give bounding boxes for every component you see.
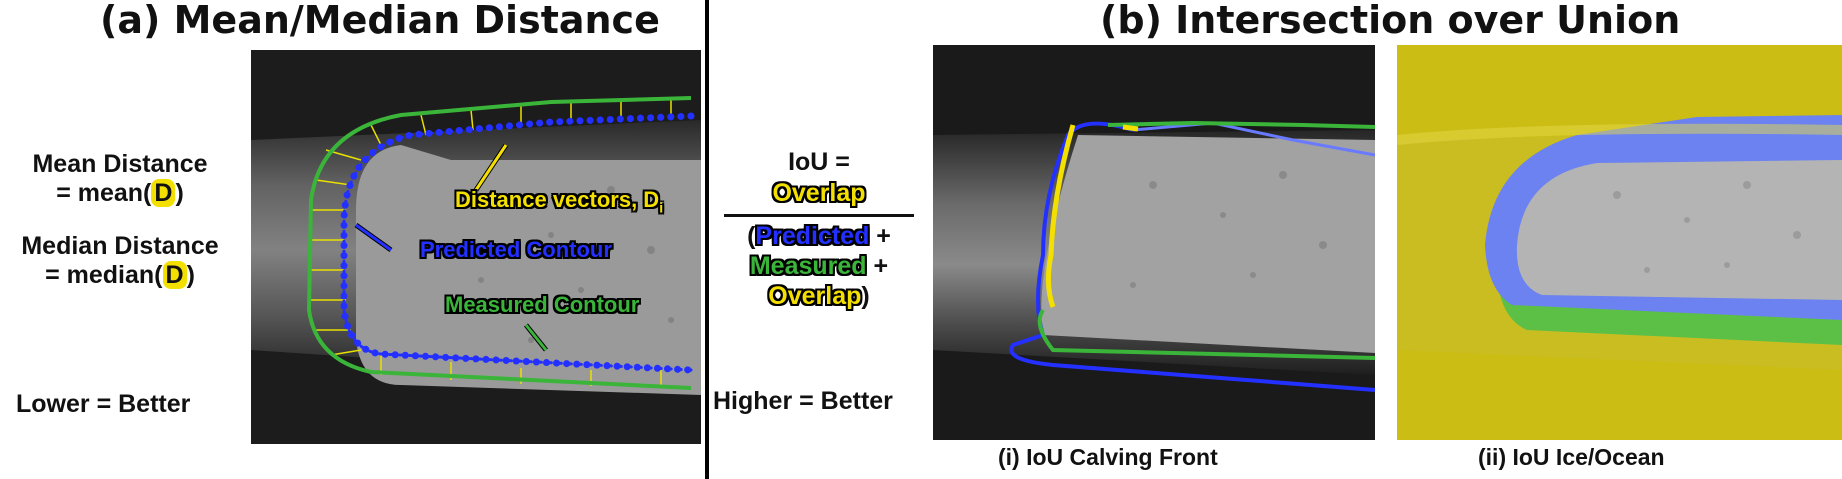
annotation-distance-vectors-text: Distance vectors, D bbox=[455, 187, 660, 212]
iou-den-open: ( bbox=[747, 222, 756, 250]
annotation-predicted-contour: Predicted Contour bbox=[420, 237, 612, 262]
overlap-front-top bbox=[1122, 124, 1139, 132]
glow-top bbox=[1397, 123, 1842, 145]
iou-formula: IoU = Overlap (Predicted + Measured + Ov… bbox=[708, 148, 930, 311]
median-distance-title: Median Distance bbox=[21, 232, 219, 260]
median-formula: = median(D) bbox=[0, 261, 240, 290]
iou-den-predicted: Predicted bbox=[755, 222, 870, 250]
distance-image bbox=[251, 50, 701, 444]
median-formula-prefix: = median( bbox=[45, 261, 163, 289]
iou-den-plus-1: + bbox=[869, 222, 891, 250]
distance-image-svg bbox=[251, 50, 701, 444]
mean-formula: = mean(D) bbox=[0, 179, 240, 208]
mean-distance-title: Mean Distance bbox=[32, 150, 208, 178]
iou-label: IoU = bbox=[788, 148, 850, 176]
iou-ice-ocean-svg bbox=[1397, 45, 1842, 440]
annotation-measured-contour: Measured Contour bbox=[445, 292, 640, 317]
iou-calving-front-image bbox=[933, 45, 1375, 440]
iou-den-measured: Measured bbox=[749, 252, 867, 280]
iou-fraction-bar bbox=[724, 214, 914, 217]
ice-texture-b2 bbox=[1613, 181, 1801, 273]
mean-formula-prefix: = mean( bbox=[56, 179, 152, 207]
caption-iou-calving-front: (i) IoU Calving Front bbox=[998, 444, 1218, 470]
caption-iou-ice-ocean: (ii) IoU Ice/Ocean bbox=[1478, 444, 1665, 470]
panel-a-title: (a) Mean/Median Distance bbox=[100, 0, 660, 42]
mean-distance-label: Mean Distance = mean(D) bbox=[0, 150, 240, 208]
glacier-b1 bbox=[1041, 135, 1375, 353]
iou-den-line-1: (Predicted + bbox=[708, 221, 930, 251]
ice-texture-b1 bbox=[1130, 171, 1327, 288]
overlap-ice bbox=[1516, 160, 1842, 300]
predicted-front-top bbox=[1132, 121, 1375, 157]
mean-formula-symbol: D bbox=[151, 179, 176, 207]
median-formula-suffix: ) bbox=[186, 261, 195, 289]
annotation-distance-vectors-sub: i bbox=[659, 199, 664, 216]
measured-front bbox=[1037, 120, 1375, 360]
measured-contour bbox=[306, 96, 692, 390]
iou-den-line-2: Measured + bbox=[708, 251, 930, 281]
panel-b-title: (b) Intersection over Union bbox=[1100, 0, 1681, 42]
iou-den-overlap: Overlap bbox=[768, 282, 862, 310]
annotation-distance-vectors: Distance vectors, Di bbox=[455, 187, 663, 215]
iou-numerator: Overlap bbox=[772, 179, 866, 207]
ice-texture bbox=[478, 186, 674, 343]
glacier-tongue bbox=[356, 145, 701, 395]
pointer-distance bbox=[474, 144, 508, 191]
mean-formula-suffix: ) bbox=[175, 179, 184, 207]
median-distance-label: Median Distance = median(D) bbox=[0, 232, 240, 290]
median-formula-symbol: D bbox=[162, 261, 187, 289]
iou-den-plus-2: + bbox=[866, 252, 889, 280]
panel-a-note: Lower = Better bbox=[16, 390, 191, 418]
predicted-contour-points bbox=[340, 112, 695, 374]
overlap-front bbox=[1045, 124, 1076, 308]
panel-b-note: Higher = Better bbox=[713, 387, 893, 415]
iou-calving-front-svg bbox=[933, 45, 1375, 440]
iou-den-line-3: Overlap) bbox=[708, 281, 930, 311]
iou-den-close: ) bbox=[861, 282, 870, 310]
predicted-front bbox=[1009, 121, 1375, 392]
iou-ice-ocean-image bbox=[1397, 45, 1842, 440]
pointer-measured bbox=[524, 324, 548, 351]
pointer-predicted bbox=[355, 223, 392, 252]
iou-denominator: (Predicted + Measured + Overlap) bbox=[708, 221, 930, 311]
panel-divider bbox=[705, 0, 709, 479]
